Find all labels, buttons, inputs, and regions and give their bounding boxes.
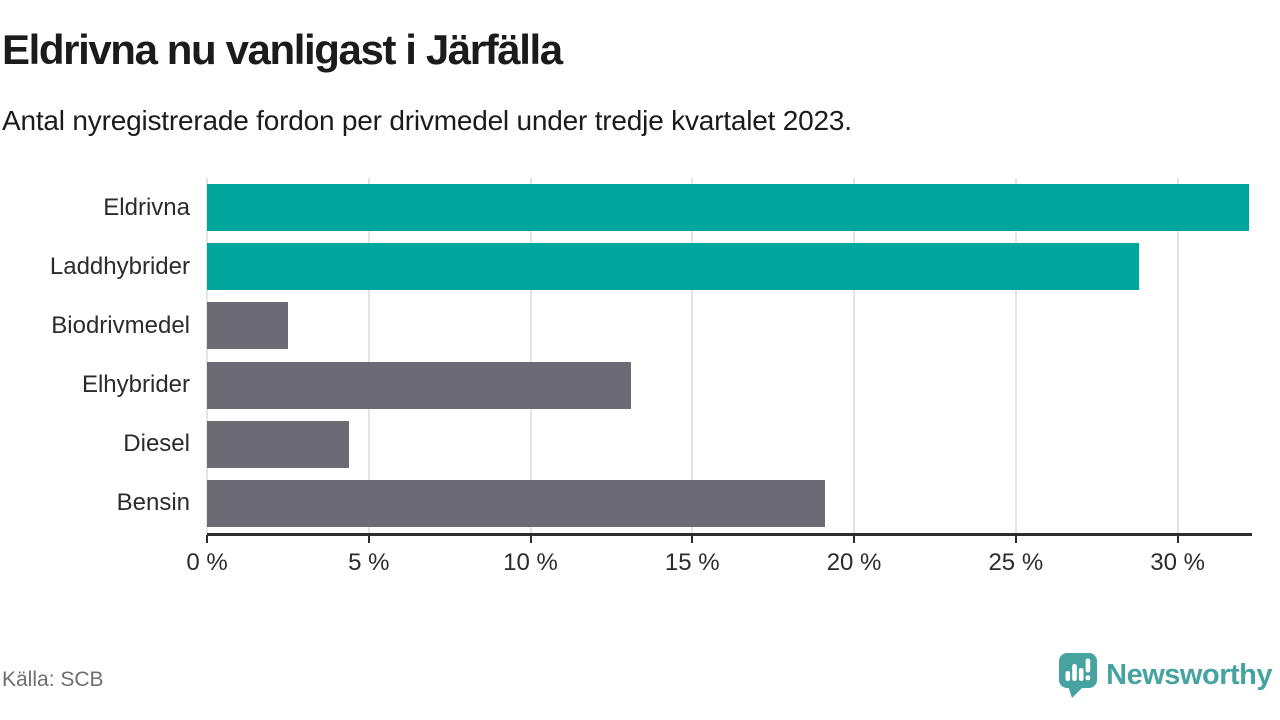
x-axis-tick bbox=[1014, 535, 1017, 543]
x-tick-label: 5 % bbox=[348, 549, 390, 576]
category-label: Bensin bbox=[116, 489, 190, 517]
bar-elhybrider bbox=[207, 361, 631, 409]
x-axis-tick bbox=[1176, 535, 1179, 543]
x-tick-label: 10 % bbox=[503, 549, 558, 576]
gridline bbox=[853, 178, 856, 533]
x-tick-label: 0 % bbox=[186, 549, 228, 576]
bar-row: Diesel bbox=[123, 415, 1252, 474]
gridline bbox=[529, 178, 532, 533]
newsworthy-logo[interactable]: Newsworthy bbox=[1058, 652, 1272, 698]
x-axis-line bbox=[207, 533, 1252, 536]
gridline bbox=[691, 178, 694, 533]
gridline bbox=[206, 178, 208, 533]
x-axis-tick bbox=[853, 535, 856, 543]
bar-bensin bbox=[207, 479, 825, 527]
category-label: Laddhybrider bbox=[49, 252, 190, 280]
bar-row: Biodrivmedel bbox=[51, 296, 1252, 355]
bar-rows: Eldrivna Laddhybrider Biodrivmedel Elhyb… bbox=[50, 178, 1252, 533]
bar-row: Elhybrider bbox=[82, 355, 1252, 414]
category-label: Elhybrider bbox=[81, 371, 190, 399]
gridline bbox=[1014, 178, 1017, 533]
gridline bbox=[1176, 178, 1179, 533]
x-tick-label: 30 % bbox=[1150, 549, 1205, 576]
gridline bbox=[367, 178, 370, 533]
newsworthy-wordmark: Newsworthy bbox=[1106, 658, 1272, 691]
x-tick-label: 25 % bbox=[988, 549, 1044, 576]
chart-title: Eldrivna nu vanligast i Järfälla bbox=[2, 26, 563, 73]
x-axis-tick bbox=[529, 535, 532, 543]
x-tick-label: 15 % bbox=[664, 549, 720, 576]
chart-subtitle: Antal nyregistrerade fordon per drivmede… bbox=[2, 105, 852, 136]
category-label: Diesel bbox=[123, 430, 190, 458]
bar-laddhybrider bbox=[207, 243, 1139, 291]
x-axis: 0 % 5 % 10 % 15 % 20 % 25 % 30 % bbox=[186, 535, 1252, 585]
category-label: Biodrivmedel bbox=[51, 311, 190, 339]
x-tick-label: 20 % bbox=[826, 549, 882, 576]
bar-chart: Eldrivna Laddhybrider Biodrivmedel Elhyb… bbox=[50, 178, 1252, 576]
bar-row: Bensin bbox=[117, 474, 1252, 533]
x-axis-tick bbox=[691, 535, 694, 543]
bar-eldrivna bbox=[207, 184, 1249, 232]
newsworthy-bubble-chart-icon bbox=[1058, 652, 1098, 698]
x-axis-tick bbox=[367, 535, 370, 543]
source-label: Källa: SCB bbox=[2, 668, 104, 691]
gridlines bbox=[206, 178, 1252, 533]
bar-biodrivmedel bbox=[207, 302, 288, 350]
bar-row: Laddhybrider bbox=[50, 237, 1252, 296]
bar-diesel bbox=[207, 420, 350, 468]
x-axis-tick bbox=[206, 535, 208, 543]
bar-row: Eldrivna bbox=[103, 178, 1252, 237]
category-label: Eldrivna bbox=[103, 193, 190, 221]
